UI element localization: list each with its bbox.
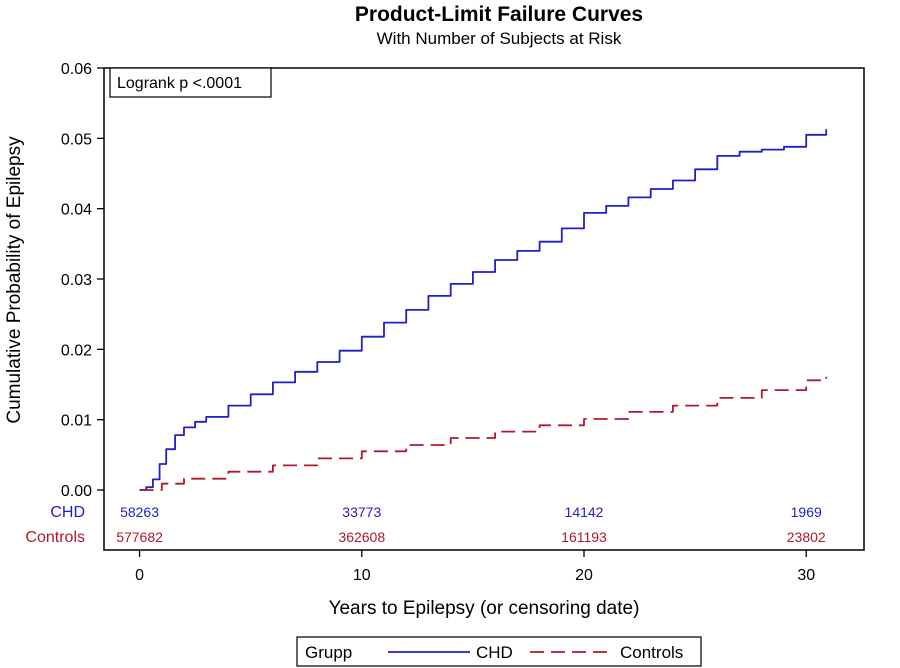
annotation-text: Logrank p <.0001 — [117, 75, 242, 92]
legend-label-chd: CHD — [476, 643, 513, 662]
y-axis-label: Cumulative Probability of Epilepsy — [4, 136, 25, 424]
logrank-annotation: Logrank p <.0001 — [109, 67, 272, 98]
y-tick-label: 0.00 — [61, 483, 92, 500]
at-risk-value: 33773 — [342, 504, 381, 520]
chart-subtitle: With Number of Subjects at Risk — [377, 29, 622, 48]
legend-label-controls: Controls — [620, 643, 683, 662]
legend-box — [296, 636, 702, 667]
at-risk-row-label: Controls — [25, 529, 85, 546]
legend: Grupp CHD Controls — [296, 636, 702, 667]
y-tick-label: 0.06 — [61, 61, 92, 78]
at-risk-value: 14142 — [565, 504, 604, 520]
at-risk-value: 577682 — [116, 529, 163, 545]
y-tick-label: 0.02 — [61, 342, 92, 359]
plot-frame — [103, 67, 865, 551]
annotation-box — [109, 67, 272, 98]
chart-title: Product-Limit Failure Curves — [355, 3, 643, 26]
y-tick-label: 0.03 — [61, 272, 92, 289]
y-tick-label: 0.01 — [61, 413, 92, 430]
at-risk-value: 58263 — [120, 504, 159, 520]
y-tick-label: 0.05 — [61, 131, 92, 148]
at-risk-row-label: CHD — [50, 504, 85, 521]
x-axis-label: Years to Epilepsy (or censoring date) — [329, 598, 640, 619]
x-tick-label: 30 — [797, 567, 815, 584]
at-risk-value: 23802 — [787, 529, 826, 545]
at-risk-value: 362608 — [338, 529, 385, 545]
x-tick-label: 10 — [353, 567, 371, 584]
at-risk-value: 1969 — [791, 504, 822, 520]
series-line-chd — [139, 129, 828, 491]
series-line-controls — [139, 376, 828, 491]
x-tick-label: 0 — [135, 567, 144, 584]
series-layer — [139, 129, 828, 491]
x-tick-label: 20 — [575, 567, 593, 584]
at-risk-table: CHD 58263 33773 14142 1969 Controls 577682 3626… — [25, 504, 825, 546]
at-risk-value: 161193 — [561, 529, 607, 545]
x-axis: 0 10 20 30 — [135, 550, 815, 584]
legend-title: Grupp — [305, 643, 352, 662]
y-axis: 0.00 0.01 0.02 0.03 0.04 0.05 0.06 — [61, 61, 104, 500]
y-tick-label: 0.04 — [61, 202, 92, 219]
